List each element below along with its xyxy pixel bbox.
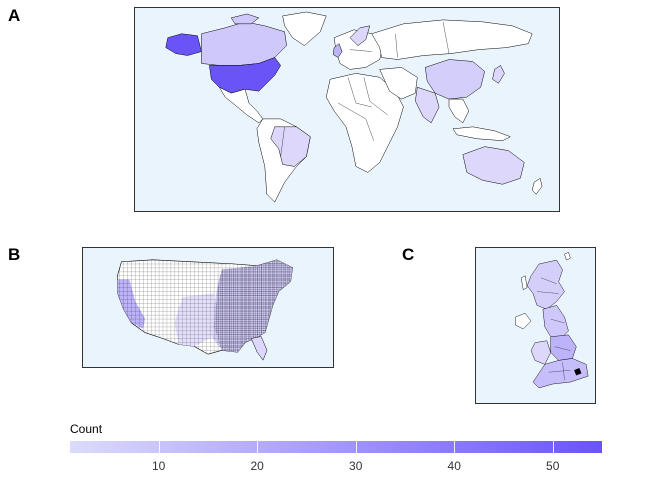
region-scandinavia bbox=[349, 25, 371, 46]
region-se-asia bbox=[448, 98, 470, 124]
region-alaska bbox=[165, 33, 202, 56]
legend-tick bbox=[355, 441, 357, 453]
legend-tick-label: 20 bbox=[250, 459, 264, 473]
region-outer-hebrides bbox=[521, 275, 528, 290]
region-mexico bbox=[219, 86, 264, 124]
region-scottish-islands bbox=[564, 252, 571, 261]
region-greenland bbox=[282, 11, 327, 46]
uk-region-map bbox=[475, 247, 596, 404]
region-scotland bbox=[526, 259, 565, 310]
region-london bbox=[574, 368, 582, 376]
panel-label-c: C bbox=[402, 245, 415, 264]
legend-tick-label: 40 bbox=[447, 459, 461, 473]
region-japan bbox=[492, 65, 505, 84]
legend-tick bbox=[257, 441, 259, 453]
legend-title: Count bbox=[70, 422, 103, 436]
region-russia bbox=[371, 19, 533, 60]
region-new-zealand bbox=[531, 178, 543, 195]
region-middle-east bbox=[379, 67, 418, 100]
region-northern-ireland bbox=[515, 312, 532, 330]
world-map bbox=[134, 7, 560, 212]
panel-label-a: A bbox=[8, 6, 21, 25]
legend-tick-label: 50 bbox=[546, 459, 560, 473]
legend-tick-label: 10 bbox=[151, 459, 166, 473]
legend-tick bbox=[158, 441, 160, 453]
region-indonesia bbox=[452, 126, 511, 141]
county-grid-dense-overlay bbox=[213, 259, 293, 353]
region-arctic-islands bbox=[230, 13, 260, 25]
legend-tick-label: 30 bbox=[349, 459, 363, 473]
region-midlands bbox=[550, 334, 577, 361]
world-map-svg bbox=[165, 11, 543, 203]
uk-region-map-svg bbox=[515, 252, 589, 389]
region-florida bbox=[250, 336, 268, 361]
region-australia bbox=[462, 146, 525, 185]
panel-label-b: B bbox=[8, 245, 21, 264]
us-county-map bbox=[82, 247, 334, 368]
legend-tick bbox=[552, 441, 554, 453]
legend-color-bar bbox=[70, 441, 602, 453]
region-china bbox=[424, 59, 485, 100]
us-county-map-svg bbox=[117, 259, 293, 361]
region-uk bbox=[332, 43, 343, 58]
region-africa bbox=[325, 73, 404, 173]
legend-tick bbox=[454, 441, 456, 453]
region-india bbox=[415, 86, 440, 124]
region-south-england bbox=[532, 358, 589, 389]
region-wales bbox=[530, 340, 551, 365]
region-north-england bbox=[542, 305, 569, 339]
